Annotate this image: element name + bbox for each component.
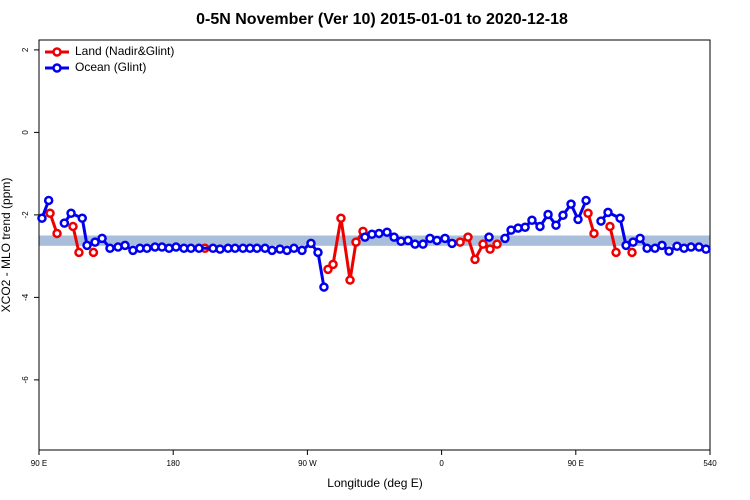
legend-label: Ocean (Glint) — [75, 60, 146, 74]
point — [635, 233, 645, 244]
point — [628, 237, 638, 247]
point — [605, 221, 615, 232]
point — [485, 244, 495, 254]
point — [611, 247, 621, 258]
point — [470, 254, 480, 265]
point — [543, 209, 553, 220]
point — [77, 213, 87, 223]
x-tick-label: 540 — [703, 459, 717, 468]
point — [520, 222, 530, 233]
point — [74, 247, 84, 258]
point — [82, 240, 92, 251]
legend-marker — [52, 47, 62, 57]
point — [478, 239, 488, 249]
point — [492, 239, 502, 249]
y-tick-label: 2 — [21, 47, 30, 52]
point — [527, 215, 537, 226]
point — [558, 210, 568, 221]
point — [418, 239, 428, 249]
point — [583, 208, 593, 218]
point — [313, 247, 323, 258]
y-tick-label: -2 — [21, 211, 30, 219]
point — [345, 275, 355, 285]
band — [39, 235, 710, 246]
x-tick-label: 90 E — [568, 459, 584, 468]
point — [105, 243, 115, 254]
point — [382, 227, 392, 237]
x-tick-label: 0 — [439, 459, 444, 468]
x-axis-label: Longitude (deg E) — [327, 476, 422, 490]
point — [627, 247, 637, 258]
point — [642, 243, 652, 254]
point — [657, 240, 667, 251]
series-line — [326, 217, 365, 281]
point — [440, 233, 450, 244]
point — [603, 207, 613, 218]
point — [90, 237, 100, 247]
point — [573, 214, 583, 225]
point — [432, 235, 442, 246]
point — [328, 259, 338, 270]
point — [589, 228, 599, 239]
point — [463, 232, 473, 242]
point — [59, 218, 70, 228]
point — [186, 243, 196, 254]
point — [97, 233, 107, 244]
point — [701, 244, 711, 254]
point — [447, 238, 457, 249]
point — [66, 208, 76, 218]
x-tick-label: 180 — [167, 459, 181, 468]
point — [336, 213, 346, 223]
point — [566, 199, 576, 209]
point — [289, 243, 299, 254]
point — [535, 221, 545, 232]
point — [194, 243, 204, 254]
y-tick-label: 0 — [21, 130, 30, 135]
point — [484, 232, 494, 242]
point — [120, 240, 130, 251]
plot-frame — [38, 39, 711, 451]
point — [500, 233, 510, 244]
point — [615, 213, 625, 223]
point — [455, 237, 465, 247]
point — [551, 220, 561, 230]
point — [43, 195, 54, 206]
point — [319, 282, 329, 292]
point — [171, 242, 181, 252]
point — [37, 213, 47, 223]
point — [88, 247, 99, 258]
y-tick-label: -6 — [21, 376, 30, 384]
point — [410, 239, 420, 249]
point — [215, 244, 225, 254]
point — [686, 242, 696, 252]
point — [389, 232, 399, 242]
point — [142, 243, 152, 254]
point — [374, 228, 384, 239]
x-tick-label: 90 W — [298, 459, 317, 468]
point — [581, 195, 591, 206]
y-axis-label: XCO2 - MLO trend (ppm) — [0, 178, 13, 313]
point — [267, 245, 277, 256]
point — [351, 237, 361, 247]
point — [621, 240, 631, 251]
chart-title: 0-5N November (Ver 10) 2015-01-01 to 202… — [196, 11, 568, 28]
point — [68, 221, 78, 232]
legend-label: Land (Nadir&Glint) — [75, 44, 174, 58]
point — [45, 208, 55, 218]
point — [403, 235, 413, 246]
point — [306, 238, 316, 249]
point — [596, 216, 606, 226]
point — [297, 245, 307, 256]
point — [664, 246, 674, 256]
point — [52, 228, 62, 239]
x-tick-label: 90 E — [31, 459, 47, 468]
legend-marker — [52, 63, 62, 73]
point — [252, 243, 262, 254]
point — [230, 243, 240, 254]
y-tick-label: -4 — [21, 293, 30, 301]
